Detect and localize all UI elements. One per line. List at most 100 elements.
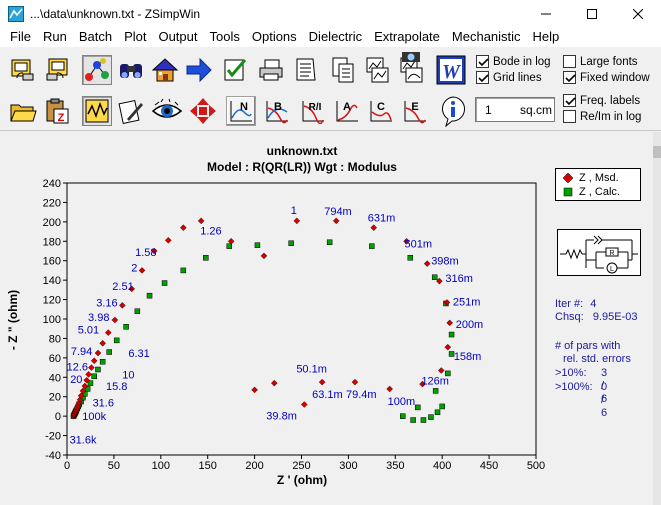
printer-button[interactable] <box>256 55 286 85</box>
camera-button[interactable] <box>396 49 426 63</box>
copy-graph-button[interactable] <box>362 55 392 85</box>
molecule-icon <box>85 58 109 81</box>
vertical-scrollbar[interactable] <box>653 132 661 505</box>
info-button[interactable] <box>437 94 469 128</box>
permittivity-plot-icon: E <box>404 101 426 124</box>
plot-type-label: R/I <box>309 102 322 113</box>
window-title: ...\data\unknown.txt - ZSimpWin <box>30 6 201 21</box>
fit-wave-button[interactable] <box>82 96 112 126</box>
toolbar-bottom: Z N <box>0 93 661 131</box>
menu-options[interactable]: Options <box>251 29 297 44</box>
menu-mechanistic[interactable]: Mechanistic <box>451 29 521 44</box>
circuit-label-l: L <box>610 266 614 273</box>
legend-item-calculated: Z , Calc. <box>563 186 620 198</box>
gt10-info: >10%: 3 / 6 <box>555 367 607 405</box>
circuit-diagram-icon: R L <box>560 235 638 274</box>
legend-label: Z , Msd. <box>579 172 619 184</box>
bode-plot-button[interactable]: B <box>262 96 292 126</box>
menu-tools[interactable]: Tools <box>209 29 240 44</box>
open-model-button[interactable] <box>42 55 72 85</box>
checkbox-box[interactable] <box>563 94 576 107</box>
open-data-button[interactable] <box>8 55 38 85</box>
menu-file[interactable]: File <box>10 29 31 44</box>
document-icon <box>332 57 354 83</box>
app-icon <box>8 5 24 22</box>
menu-help[interactable]: Help <box>532 29 560 44</box>
document-button[interactable] <box>328 55 358 85</box>
capacitance-plot-button[interactable]: C <box>366 96 396 126</box>
plot-type-label: E <box>411 101 418 113</box>
copy-graph-icon <box>366 57 389 83</box>
arrow-right-button[interactable] <box>184 55 214 85</box>
gt100-value: 0 / 6 <box>601 381 608 419</box>
gt100-info: >100%: 0 / 6 <box>555 381 607 419</box>
checkbox-box[interactable] <box>563 110 576 123</box>
checkbox-box[interactable] <box>476 71 489 84</box>
menu-dielectric[interactable]: Dielectric <box>308 29 363 44</box>
nyquist-plot-button[interactable]: N <box>226 96 256 126</box>
bode-in-log-checkbox[interactable]: Bode in log <box>476 55 551 68</box>
menu-extrapolate[interactable]: Extrapolate <box>374 29 440 44</box>
checkbox-label: Fixed window <box>580 71 650 84</box>
clipboard-z-button[interactable]: Z <box>42 96 72 126</box>
menu-output[interactable]: Output <box>158 29 198 44</box>
edit-notes-button[interactable] <box>116 96 146 126</box>
pars-line2: rel. std. errors <box>563 353 631 365</box>
close-button[interactable] <box>615 0 661 27</box>
large-fonts-checkbox[interactable]: Large fonts <box>563 55 638 68</box>
scrollbar-thumb[interactable] <box>653 146 661 158</box>
move-arrows-button[interactable] <box>188 96 218 126</box>
print-preview-button[interactable] <box>290 55 320 85</box>
capacitance-plot-icon: C <box>370 101 392 122</box>
gt100-label: >100%: <box>555 381 593 393</box>
plot-type-label: N <box>240 101 248 113</box>
permittivity-plot-button[interactable]: E <box>400 96 430 126</box>
freq-labels-checkbox[interactable]: Freq. labels <box>563 94 640 107</box>
checkbox-box[interactable] <box>476 55 489 68</box>
re-im-in-log-checkbox[interactable]: Re/Im in log <box>563 110 641 123</box>
print-preview-icon <box>296 58 316 81</box>
svg-text:Z: Z <box>58 112 65 124</box>
word-button[interactable]: W <box>436 55 466 85</box>
nyquist-plot-icon: N <box>230 101 252 122</box>
area-value[interactable]: 1 <box>485 102 492 117</box>
gt10-value: 3 / 6 <box>601 367 608 405</box>
chsq-label: Chsq: <box>555 311 584 323</box>
ri-plot-button[interactable]: R/I <box>298 96 328 126</box>
menu-batch[interactable]: Batch <box>78 29 113 44</box>
legend: Z , Msd. Z , Calc. <box>555 168 641 201</box>
word-icon: W <box>436 55 466 85</box>
admittance-plot-button[interactable]: A <box>332 96 362 126</box>
printer-icon <box>259 59 283 81</box>
menu-run[interactable]: Run <box>42 29 67 44</box>
checkbox-box[interactable] <box>563 55 576 68</box>
pars-info-line2: rel. std. errors <box>563 353 631 366</box>
binoculars-button[interactable] <box>116 55 146 85</box>
gt10-label: >10%: <box>555 367 587 379</box>
move-arrows-icon <box>190 98 216 124</box>
bode-plot-icon: B <box>266 101 288 124</box>
open-model-icon <box>46 58 68 81</box>
checkbox-label: Re/Im in log <box>580 110 642 123</box>
iter-value: 4 <box>590 298 597 310</box>
molecule-button[interactable] <box>82 55 112 85</box>
checkbox-label: Large fonts <box>580 55 638 68</box>
area-input[interactable]: 1 sq.cm <box>475 97 555 122</box>
grid-lines-checkbox[interactable]: Grid lines <box>476 71 542 84</box>
pars-line1: # of pars with <box>555 340 621 352</box>
checkbox-label: Grid lines <box>493 71 542 84</box>
home-button[interactable] <box>150 55 180 85</box>
menu-plot[interactable]: Plot <box>124 29 147 44</box>
checkbox-label: Bode in log <box>493 55 551 68</box>
iter-info: Iter #: 4 <box>555 298 596 311</box>
fixed-window-checkbox[interactable]: Fixed window <box>563 71 650 84</box>
minimize-button[interactable] <box>523 0 569 27</box>
eye-button[interactable] <box>150 96 184 126</box>
arrow-right-icon <box>186 57 212 83</box>
diamond-marker-icon <box>563 173 573 183</box>
checkbox-box[interactable] <box>563 71 576 84</box>
checklist-button[interactable] <box>220 55 250 85</box>
open-folder-button[interactable] <box>8 96 38 126</box>
maximize-button[interactable] <box>569 0 615 27</box>
square-marker-icon <box>563 187 573 197</box>
